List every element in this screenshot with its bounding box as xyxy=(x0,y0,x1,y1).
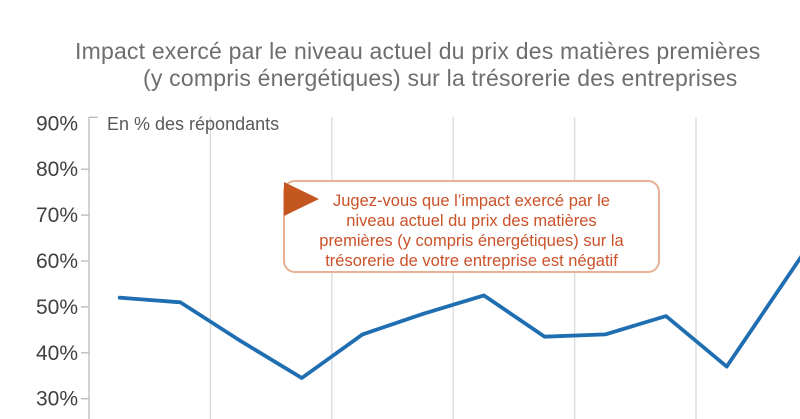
y-tick-label: 70% xyxy=(36,204,78,227)
annotation-text-line: niveau actuel du prix des matières xyxy=(346,212,597,230)
survey-data-line xyxy=(117,255,800,380)
y-tick-label: 40% xyxy=(36,342,78,365)
y-tick-label: 90% xyxy=(36,112,78,135)
y-tick-label: 50% xyxy=(36,296,78,319)
annotation-text-line: premières (y compris énergétiques) sur l… xyxy=(319,232,624,250)
y-tick-label: 30% xyxy=(36,388,78,411)
chart-title-line-1: Impact exercé par le niveau actuel du pr… xyxy=(75,38,761,64)
chart-title-line-2: (y compris énergétiques) sur la trésorer… xyxy=(143,65,738,91)
y-tick-label: 60% xyxy=(36,250,78,273)
annotation-text-line: trésorerie de votre entreprise est négat… xyxy=(325,252,618,270)
y-tick-label: 80% xyxy=(36,158,78,181)
annotation-text-line: Jugez-vous que l’impact exercé par le xyxy=(333,192,610,210)
annotation-box: Jugez-vous que l’impact exercé par le ni… xyxy=(283,180,660,273)
y-axis-unit-label: En % des répondants xyxy=(107,114,280,134)
